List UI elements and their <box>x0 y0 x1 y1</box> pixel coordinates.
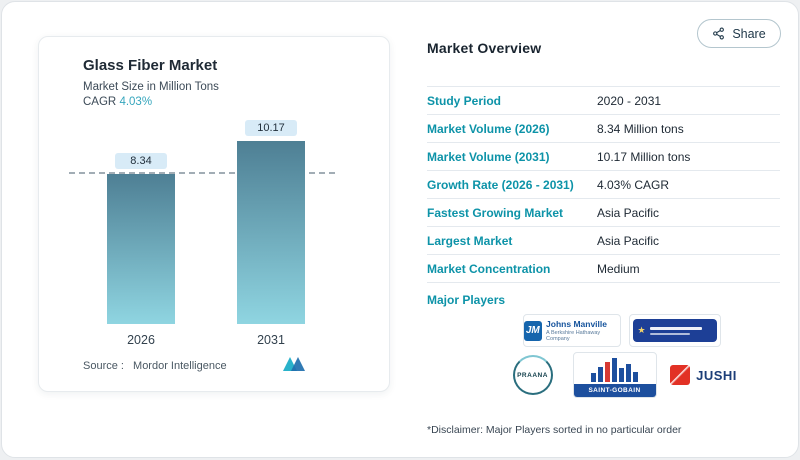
row-value: Medium <box>597 261 640 276</box>
major-players-label: Major Players <box>427 293 506 307</box>
share-button-label: Share <box>732 26 766 41</box>
row-value: 2020 - 2031 <box>597 93 662 108</box>
row-label: Largest Market <box>427 233 513 248</box>
row-value: Asia Pacific <box>597 205 660 220</box>
row-label: Fastest Growing Market <box>427 205 564 220</box>
overview-row: Market Volume (2026) 8.34 Million tons <box>427 115 780 143</box>
players-row-1: JM Johns Manville A Berkshire Hathaway C… <box>522 314 721 347</box>
players-row-2: PRAANA SAINT-GOBAIN <box>501 352 743 398</box>
jushi-logo: JUSHI <box>665 358 743 392</box>
x-tick-label: 2026 <box>127 333 155 347</box>
row-value: 8.34 Million tons <box>597 121 684 136</box>
source-label: Source : <box>83 360 124 372</box>
mordor-intelligence-logo <box>281 355 307 377</box>
overview-row: Largest Market Asia Pacific <box>427 227 780 255</box>
source-text: Source : Mordor Intelligence <box>83 360 227 372</box>
row-value: Asia Pacific <box>597 233 660 248</box>
share-button[interactable]: Share <box>697 19 781 48</box>
overview-row: Fastest Growing Market Asia Pacific <box>427 199 780 227</box>
row-label: Market Concentration <box>427 261 551 276</box>
row-label: Market Volume (2031) <box>427 149 550 164</box>
chart-card: Glass Fiber Market Market Size in Millio… <box>38 36 390 392</box>
chinese-text-lines <box>649 326 702 335</box>
saint-gobain-band: SAINT-GOBAIN <box>573 384 656 397</box>
chinese-company-logo-box: ★ <box>632 319 717 342</box>
row-label: Growth Rate (2026 - 2031) <box>427 177 574 192</box>
jm-monogram-icon: JM <box>523 320 543 341</box>
bar-group: 10.17 <box>237 120 305 324</box>
jm-tagline: A Berkshire Hathaway Company <box>546 330 601 342</box>
major-players-logos: JM Johns Manville A Berkshire Hathaway C… <box>427 314 780 398</box>
chart-title: Glass Fiber Market <box>83 57 218 74</box>
row-value: 4.03% CAGR <box>597 177 670 192</box>
x-tick-label: 2031 <box>257 333 285 347</box>
overview-table: Study Period 2020 - 2031 Market Volume (20… <box>427 86 780 283</box>
overview-title: Market Overview <box>427 40 542 56</box>
bar <box>107 174 175 324</box>
bar-plot: 8.34 10.17 <box>67 112 345 324</box>
disclaimer-text: *Disclaimer: Major Players sorted in no … <box>427 424 682 436</box>
row-label: Study Period <box>427 93 502 108</box>
praana-name: PRAANA <box>517 371 548 379</box>
johns-manville-logo: JM Johns Manville A Berkshire Hathaway C… <box>522 314 621 347</box>
jushi-name: JUSHI <box>696 367 737 383</box>
row-label: Market Volume (2026) <box>427 121 550 136</box>
star-icon: ★ <box>637 325 646 335</box>
saint-gobain-name: SAINT-GOBAIN <box>588 387 641 394</box>
jm-name: Johns Manville <box>546 319 607 329</box>
row-value: 10.17 Million tons <box>597 149 691 164</box>
jm-text: Johns Manville A Berkshire Hathaway Comp… <box>546 319 619 342</box>
praana-logo: PRAANA <box>501 352 565 398</box>
reference-line <box>69 172 335 174</box>
jushi-mark-icon <box>670 365 691 385</box>
overview-row: Market Volume (2031) 10.17 Million tons <box>427 143 780 171</box>
source-value: Mordor Intelligence <box>133 360 227 372</box>
overview-row: Growth Rate (2026 - 2031) 4.03% CAGR <box>427 171 780 199</box>
source-row: Source : Mordor Intelligence <box>83 355 365 377</box>
cagr-value: 4.03% <box>119 96 153 108</box>
bar-value-label: 10.17 <box>245 120 297 136</box>
x-axis-labels: 2026 2031 <box>67 333 345 347</box>
praana-circle-icon: PRAANA <box>512 355 553 395</box>
overview-row: Study Period 2020 - 2031 <box>427 87 780 115</box>
bar <box>237 141 305 324</box>
share-icon <box>712 27 725 40</box>
overview-panel: Market Overview Study Period 2020 - 2031 M… <box>427 40 780 436</box>
bar-value-label: 8.34 <box>115 153 167 169</box>
chinese-company-logo: ★ <box>628 314 721 347</box>
saint-gobain-skyline-icon <box>591 358 638 384</box>
saint-gobain-logo: SAINT-GOBAIN <box>572 352 657 398</box>
chart-cagr: CAGR 4.03% <box>83 96 365 108</box>
bar-group: 8.34 <box>107 153 175 324</box>
chart-subtitle: Market Size in Million Tons <box>83 81 219 93</box>
overview-row: Market Concentration Medium <box>427 255 780 283</box>
cagr-label: CAGR <box>83 96 117 108</box>
